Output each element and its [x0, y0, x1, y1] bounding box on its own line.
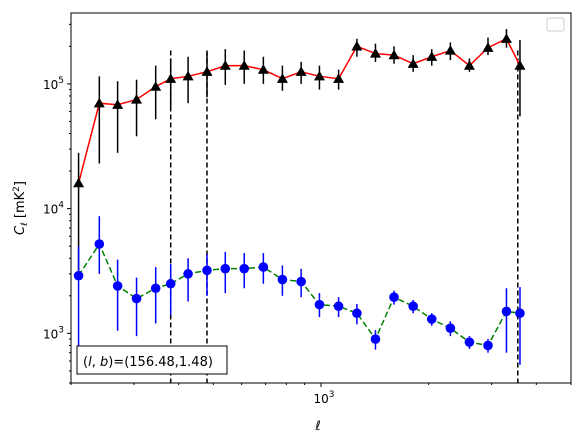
- series-1-point-7: [182, 70, 194, 81]
- series-2-point-4: [131, 293, 142, 304]
- series-2-point-11: [258, 262, 269, 272]
- series-1-point-16: [351, 40, 363, 51]
- series-1-point-22: [463, 60, 475, 70]
- series-1-point-10: [238, 60, 250, 70]
- series-2-point-20: [426, 314, 437, 324]
- series-2-point-16: [352, 308, 362, 319]
- series-2-point-5: [150, 283, 161, 294]
- x-axis-label: ℓ: [314, 419, 320, 434]
- series-2-point-25: [515, 308, 525, 319]
- series-1-point-2: [93, 97, 105, 108]
- annotation-box: (l, b)=(156.48,1.48): [76, 345, 228, 375]
- series-1-point-5: [150, 81, 162, 91]
- annotation-frame: [76, 345, 228, 375]
- series-2-point-19: [408, 301, 418, 312]
- series-2-point-6: [165, 278, 176, 289]
- series-1-point-9: [219, 60, 231, 70]
- axis-ticks: 103 104 105 103: [43, 23, 572, 406]
- series-2-point-3: [112, 281, 123, 291]
- series-2-point-23: [483, 340, 493, 351]
- series-1-point-17: [369, 48, 381, 58]
- series-2-point-9: [220, 263, 231, 274]
- series-2-point-18: [389, 292, 399, 302]
- series-1-point-18: [388, 49, 400, 60]
- series-1: [73, 29, 526, 274]
- series-2-point-24: [501, 306, 512, 317]
- series-1-point-25: [514, 60, 526, 70]
- series-2-point-22: [464, 337, 475, 347]
- series-2-point-10: [239, 263, 250, 274]
- series-1-point-14: [313, 70, 325, 81]
- series-2-point-2: [94, 239, 105, 249]
- series-2: [73, 216, 525, 371]
- series-2-point-12: [277, 274, 288, 285]
- series-1-point-20: [426, 51, 438, 61]
- series-1-point-12: [276, 73, 288, 83]
- y-tick-label-3: 105: [43, 76, 64, 92]
- series-2-point-21: [445, 323, 456, 333]
- series-1-point-1: [73, 177, 85, 188]
- series-2-point-13: [296, 276, 306, 287]
- y-tick-label-1: 103: [43, 325, 64, 341]
- y-tick-label-2: 104: [43, 201, 64, 217]
- series-1-point-23: [482, 42, 494, 52]
- legend-box: [546, 17, 565, 32]
- annotation-text: (l, b)=(156.48,1.48): [83, 355, 213, 370]
- series-1-point-19: [407, 58, 419, 68]
- series-1-point-11: [257, 64, 269, 74]
- series-2-point-1: [73, 270, 84, 281]
- plot-area: [73, 29, 526, 383]
- series-2-point-14: [314, 299, 325, 310]
- series-1-point-6: [165, 73, 177, 83]
- series-1-point-24: [500, 33, 512, 43]
- series-1-point-4: [131, 93, 143, 104]
- y-axis-label: Cℓ [mK2]: [12, 181, 30, 235]
- series-2-point-8: [202, 265, 212, 276]
- series-1-point-13: [295, 66, 307, 76]
- series-2-point-7: [183, 269, 193, 279]
- series-1-point-8: [201, 66, 213, 76]
- series-1-point-3: [112, 99, 124, 109]
- series-1-point-21: [444, 45, 456, 55]
- series-2-point-15: [333, 301, 344, 312]
- x-tick-label-1: 103: [313, 390, 334, 406]
- series-1-point-15: [333, 73, 345, 83]
- series-2-point-17: [370, 334, 381, 344]
